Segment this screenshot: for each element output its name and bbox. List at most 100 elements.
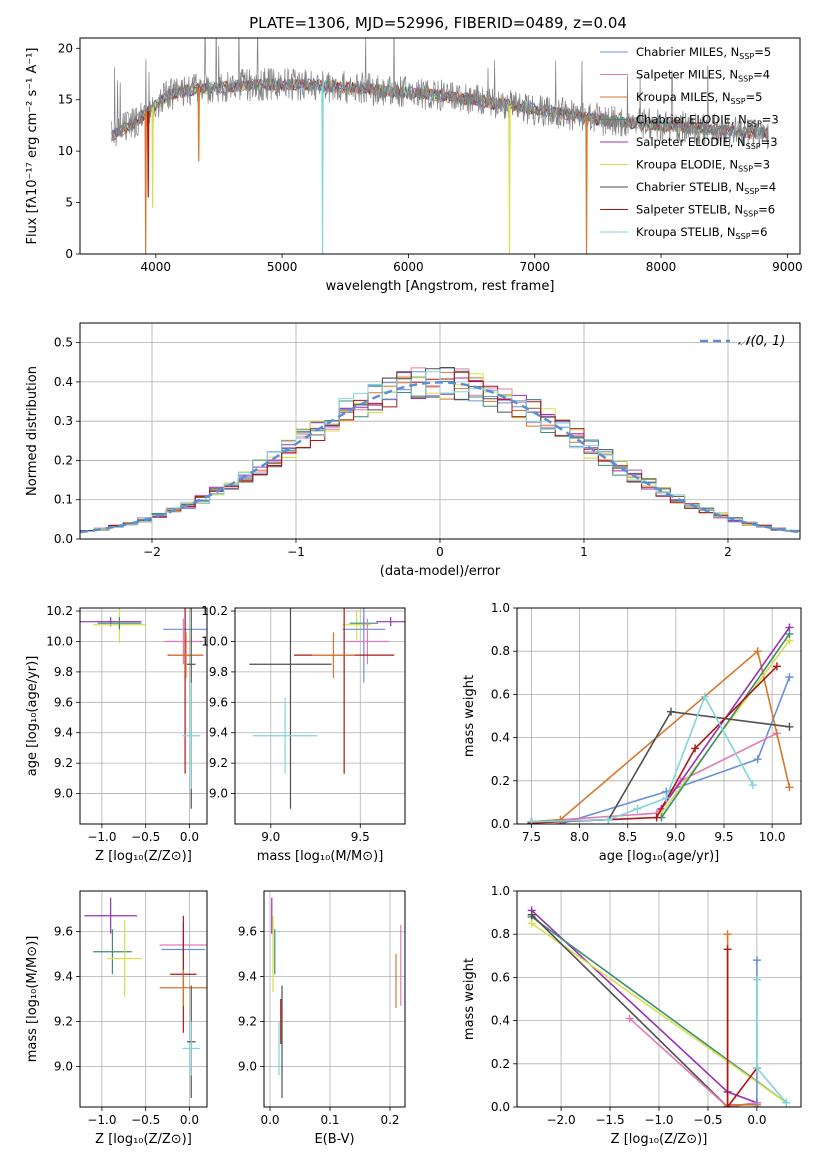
x-axis-label: E(B-V) [314, 1132, 354, 1147]
legend-label-sub: SSP [738, 165, 753, 174]
legend-label: Salpeter ELODIE, NSSP=3 [636, 135, 778, 151]
plot-area-residuals [80, 367, 800, 535]
y-tick-label: 20 [58, 41, 73, 55]
legend-label: Chabrier ELODIE, NSSP=3 [636, 113, 779, 129]
series-marker [700, 692, 709, 701]
x-axis-label: (data-model)/error [380, 564, 501, 579]
legend-label: Kroupa STELIB, NSSP=6 [636, 225, 767, 241]
y-axis-label: mass weight [462, 675, 477, 757]
axes-frame [516, 607, 802, 825]
model-dip [197, 89, 200, 162]
series-line-salpeter-miles [531, 732, 778, 823]
legend-label-sub: SSP [744, 187, 759, 196]
series-marker [752, 1064, 761, 1073]
x-axis-label: age [log₁₀(age/yr)] [599, 849, 720, 864]
series-marker [752, 975, 761, 984]
y-tick-label: 0.4 [491, 1014, 510, 1028]
panel-weight-vs-Z: −2.0 −1.5 −1.0 −0.5 0.0 0.0 0.2 0.4 0.6 0.8 1.0 Z [… [462, 884, 802, 1147]
y-tick-label: 0.8 [491, 644, 510, 658]
y-tick-label: 0.1 [54, 493, 73, 507]
series-marker [604, 815, 613, 824]
series-marker [527, 910, 536, 919]
y-tick-label: 10.2 [46, 604, 73, 618]
series-marker [723, 1103, 732, 1107]
x-axis-label: Z [log₁₀(Z/Z⊙)] [611, 1132, 708, 1147]
y-tick-label: 0.0 [54, 532, 73, 546]
axes-frame [263, 890, 406, 1108]
series-line-chabrier-stelib [531, 914, 758, 1107]
panel-age-vs-mass: 9.0 9.5 9.0 9.2 9.4 9.6 9.8 10.0 10.2 mass [log₁₀… [201, 604, 406, 864]
y-tick-label: 9.4 [54, 726, 73, 740]
legend-label-sub: SSP [739, 52, 754, 61]
legend-label-count: =5 [754, 45, 771, 59]
x-axis-label: wavelength [Angstrom, rest frame] [326, 279, 555, 294]
x-tick-label: 9.0 [261, 830, 280, 844]
series-marker [772, 662, 781, 671]
plot-area-age-vs-mass [249, 608, 405, 809]
series-line-salpeter-elodie [531, 909, 758, 1104]
plot-area-mass-vs-Z [84, 897, 207, 1098]
legend-label: Salpeter STELIB, NSSP=6 [636, 203, 775, 219]
y-axis-label: mass [log₁₀(M/M⊙)] [25, 936, 40, 1063]
x-tick-label: 8000 [646, 260, 677, 274]
axes-frame [234, 607, 406, 825]
y-tick-label: 10.0 [46, 634, 73, 648]
series-marker [527, 919, 536, 928]
axes-layer: 4000 5000 6000 7000 8000 900005101520waveleng… [25, 37, 803, 1147]
panel-spectrum: 4000 5000 6000 7000 8000 9000 0 5 10 15 20 waveleng… [25, 37, 803, 294]
x-tick-label: −1.0 [87, 830, 116, 844]
legend-label-sub: SSP [747, 120, 762, 129]
axes-frame [79, 607, 208, 825]
y-tick-label: 0.2 [491, 1057, 510, 1071]
legend-label-count: =6 [758, 203, 775, 217]
y-tick-label: 9.2 [54, 756, 73, 770]
x-tick-label: 0.0 [180, 1113, 199, 1127]
legend-label: Chabrier MILES, NSSP=5 [636, 45, 771, 61]
y-tick-label: 1.0 [491, 601, 510, 615]
series-marker [753, 647, 762, 656]
series-marker [633, 804, 642, 813]
model-dip [146, 111, 150, 198]
model-dip [508, 105, 511, 254]
y-tick-label: 9.2 [54, 1015, 73, 1029]
legend-label-sub: SSP [743, 210, 758, 219]
y-tick-label: 1.0 [491, 884, 510, 898]
plot-area-age-vs-Z [80, 608, 207, 809]
y-tick-label: 0.6 [491, 970, 510, 984]
series-marker [662, 794, 671, 803]
x-tick-label: −0.5 [131, 830, 160, 844]
series-marker [785, 629, 794, 638]
x-tick-label: 6000 [393, 260, 424, 274]
x-axis-label: mass [log₁₀(M/M⊙)] [257, 849, 384, 864]
legend-label-count: =3 [753, 158, 770, 172]
legend-label-sub: SSP [746, 142, 761, 151]
x-tick-label: −2.0 [546, 1113, 575, 1127]
y-tick-label: 9.2 [238, 1015, 257, 1029]
model-dip [585, 117, 588, 254]
legend-label-text: Chabrier ELODIE, N [636, 113, 747, 127]
y-tick-label: 0.0 [491, 817, 510, 831]
y-tick-label: 9.6 [209, 695, 228, 709]
y-tick-label: 0.3 [54, 414, 73, 428]
x-tick-label: 0 [436, 545, 444, 559]
legend-label-text: Salpeter MILES, N [636, 68, 738, 82]
x-tick-label: 0.1 [320, 1113, 339, 1127]
y-tick-label: 5 [65, 196, 73, 210]
legend-label-sub: SSP [736, 232, 751, 241]
x-tick-label: 7.5 [522, 830, 541, 844]
x-tick-label: 8.0 [570, 830, 589, 844]
series-marker [753, 755, 762, 764]
series-marker [652, 813, 661, 822]
y-tick-label: 9.0 [54, 1060, 73, 1074]
y-tick-label: 15 [58, 93, 73, 107]
x-tick-label: 9000 [772, 260, 803, 274]
y-axis-label: Flux [fλ10⁻¹⁷ erg cm⁻² s⁻¹ A⁻¹] [25, 48, 40, 245]
x-tick-label: −0.5 [131, 1113, 160, 1127]
legend-label-count: =4 [759, 180, 776, 194]
y-tick-label: 9.4 [54, 970, 73, 984]
plot-area-spectrum [111, 38, 769, 254]
legend-label: Kroupa MILES, NSSP=5 [636, 90, 762, 106]
observed-spectrum-line [111, 38, 769, 150]
legend-label-sub: SSP [731, 97, 746, 106]
